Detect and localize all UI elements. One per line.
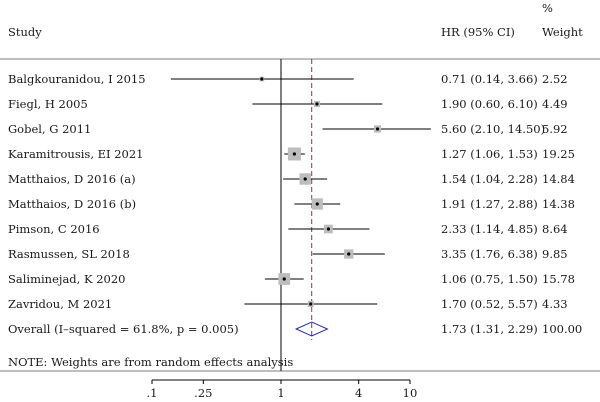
x-tick-label: 1 — [277, 386, 284, 400]
weight-text: 14.38 — [542, 197, 575, 211]
study-row: Saliminejad, K 2020 1.06 (0.75, 1.50) 15.7… — [8, 272, 575, 286]
study-row: Pimson, C 2016 2.33 (1.14, 4.85) 8.64 — [8, 222, 568, 236]
point-estimate — [315, 202, 319, 206]
overall-weight-text: 100.00 — [542, 322, 582, 336]
header-hr-ci: HR (95% CI) — [441, 25, 515, 39]
hr-ci-text: 2.33 (1.14, 4.85) — [441, 222, 538, 236]
weight-text: 9.85 — [542, 247, 568, 261]
study-row: Matthaios, D 2016 (a) 1.54 (1.04, 2.28) 14… — [8, 172, 575, 186]
study-row: Fiegl, H 2005 1.90 (0.60, 6.10) 4.49 — [8, 97, 568, 111]
point-estimate — [375, 127, 380, 131]
hr-ci-text: 5.60 (2.10, 14.50) — [441, 122, 545, 136]
study-row: Balgkouranidou, I 2015 0.71 (0.14, 3.66) 2… — [8, 72, 568, 86]
point-estimate — [303, 177, 307, 181]
hr-ci-text: 1.91 (1.27, 2.88) — [441, 197, 538, 211]
point-estimate — [292, 152, 296, 156]
hr-ci-text: 0.71 (0.14, 3.66) — [441, 72, 538, 86]
point-estimate — [347, 252, 351, 256]
overall-label: Overall (I–squared = 61.8%, p = 0.005) — [8, 322, 239, 336]
header-study: Study — [8, 25, 42, 39]
weight-text: 19.25 — [542, 147, 575, 161]
study-row: Karamitrousis, EI 2021 1.27 (1.06, 1.53) 1… — [8, 147, 575, 161]
study-label: Pimson, C 2016 — [8, 222, 100, 236]
weight-text: 5.92 — [542, 122, 568, 136]
study-label: Zavridou, M 2021 — [8, 297, 112, 311]
hr-ci-text: 1.54 (1.04, 2.28) — [441, 172, 538, 186]
x-tick-label: 4 — [355, 386, 362, 400]
weight-text: 4.49 — [542, 97, 568, 111]
study-row: Rasmussen, SL 2018 3.35 (1.76, 6.38) 9.85 — [8, 247, 568, 261]
study-row: Gobel, G 2011 5.60 (2.10, 14.50)5.92 — [8, 122, 568, 136]
hr-ci-text: 3.35 (1.76, 6.38) — [441, 247, 538, 261]
overall-row: Overall (I–squared = 61.8%, p = 0.005) 1.… — [8, 321, 582, 337]
x-tick-label: 10 — [403, 386, 418, 400]
weight-text: 4.33 — [542, 297, 568, 311]
study-label: Matthaios, D 2016 (b) — [8, 197, 136, 211]
header-weight: Weight — [542, 25, 583, 39]
point-estimate — [309, 302, 313, 306]
weight-text: 14.84 — [542, 172, 575, 186]
hr-ci-text: 1.06 (0.75, 1.50) — [441, 272, 538, 286]
hr-ci-text: 1.90 (0.60, 6.10) — [441, 97, 538, 111]
x-tick-label: .1 — [147, 386, 158, 400]
point-estimate — [315, 102, 319, 106]
weight-text: 2.52 — [542, 72, 568, 86]
study-label: Karamitrousis, EI 2021 — [8, 147, 143, 161]
study-row: Matthaios, D 2016 (b) 1.91 (1.27, 2.88) 14… — [8, 197, 575, 211]
study-label: Gobel, G 2011 — [8, 122, 91, 136]
overall-diamond — [294, 321, 329, 337]
note: NOTE: Weights are from random effects an… — [8, 355, 293, 369]
header-weight-percent: % — [542, 1, 553, 15]
x-tick-label: .25 — [194, 386, 212, 400]
study-label: Rasmussen, SL 2018 — [8, 247, 130, 261]
weight-text: 15.78 — [542, 272, 575, 286]
study-row: Zavridou, M 2021 1.70 (0.52, 5.57) 4.33 — [8, 297, 568, 311]
point-estimate — [326, 227, 330, 231]
point-estimate — [282, 277, 286, 281]
study-label: Saliminejad, K 2020 — [8, 272, 126, 286]
point-estimate — [260, 77, 264, 81]
hr-ci-text: 1.27 (1.06, 1.53) — [441, 147, 538, 161]
weight-text: 8.64 — [542, 222, 568, 236]
hr-ci-text: 1.70 (0.52, 5.57) — [441, 297, 538, 311]
study-label: Fiegl, H 2005 — [8, 97, 88, 111]
study-label: Balgkouranidou, I 2015 — [8, 72, 146, 86]
overall-hr-ci-text: 1.73 (1.31, 2.29) — [441, 322, 538, 336]
study-label: Matthaios, D 2016 (a) — [8, 172, 136, 186]
